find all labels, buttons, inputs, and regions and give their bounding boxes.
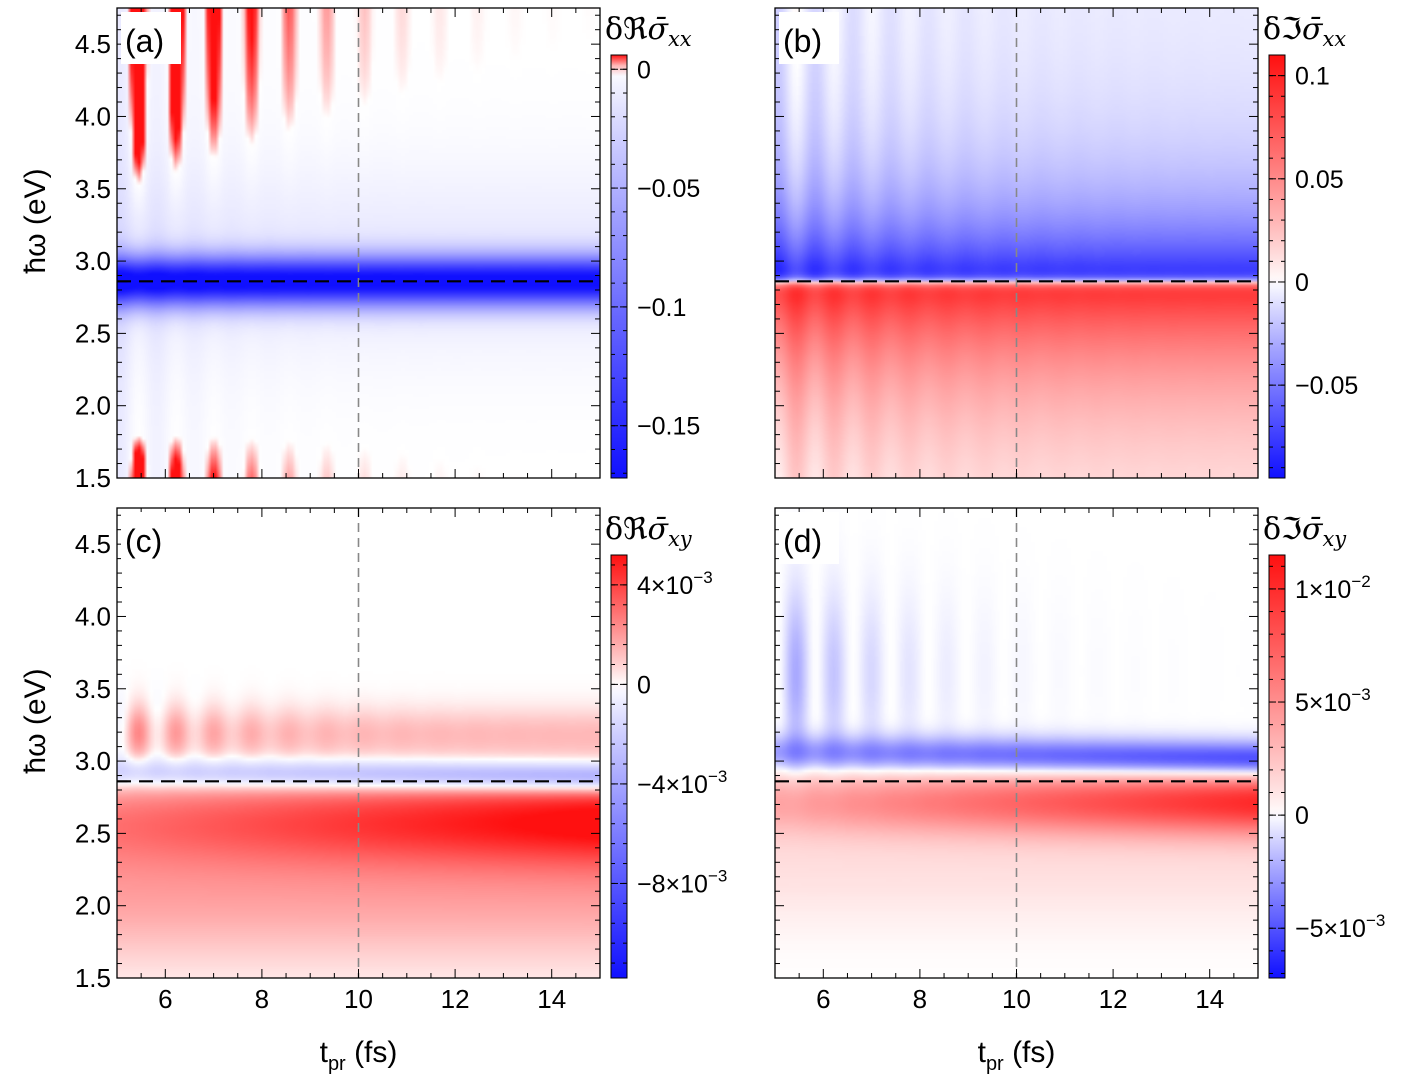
x-tick-label: 14 [537,984,566,1014]
y-axis-label: ħω (eV) [19,668,52,773]
panel-a: 1.5 2.0 2.5 3.0 3.5 4.0 4.5 ħω (eV) (a) 0 −0.05 −0.… [19,7,700,493]
y-tick-label: 3.0 [75,746,111,776]
y-tick-label: 4.0 [75,101,111,131]
y-tick-label: 2.5 [75,318,111,348]
colorbar-tick-label: −0.1 [637,294,686,322]
y-tick-label: 4.5 [75,529,111,559]
panel-label: (c) [125,523,162,559]
x-axis-label: tpr (fs) [978,1036,1056,1075]
y-tick-label: 2.0 [75,891,111,921]
panel-c: 1.5 2.0 2.5 3.0 3.5 4.0 4.5 6 8 10 12 14 ħω (eV) tpr … [19,507,727,1075]
colorbar-tick-label: −8×10−3 [637,866,727,898]
panel-label-background [779,12,839,64]
heatmap-c [117,508,600,978]
x-tick-label: 6 [158,984,172,1014]
y-tick-label: 2.0 [75,391,111,421]
y-tick-label: 2.5 [75,818,111,848]
panel-d: 6 8 10 12 14 tpr (fs) (d) 1×10−2 5×10−3 0 −5×10−3 δ… [774,507,1385,1075]
panel-label-background [779,512,839,564]
colorbar-tick-label: −0.15 [637,413,700,441]
colorbar-tick-label: 0 [1295,802,1309,830]
colorbar-tick-label: 0.05 [1295,166,1344,194]
x-tick-label: 12 [441,984,470,1014]
colorbar-tick-label: 0 [637,56,651,84]
y-tick-label: 1.5 [75,463,111,493]
colorbar-title: δℑσ̄xy [1263,512,1347,551]
y-tick-label: 1.5 [75,963,111,993]
panel-label-background [121,512,181,564]
y-axis-label: ħω (eV) [19,168,52,273]
heatmap-a [117,8,600,478]
heatmap-b [775,8,1258,478]
panel-label-background [121,12,181,64]
x-tick-label: 6 [816,984,830,1014]
y-tick-label: 3.5 [75,674,111,704]
colorbar-tick-label: 1×10−2 [1295,572,1371,604]
y-tick-label: 3.0 [75,246,111,276]
colorbar [1268,554,1286,979]
colorbar-title: δℜσ̄xy [605,512,693,551]
colorbar-tick-label: 4×10−3 [637,568,713,600]
x-tick-label: 10 [344,984,373,1014]
colorbar-tick-label: 0 [637,671,651,699]
y-tick-label: 3.5 [75,174,111,204]
colorbar-tick-label: −0.05 [637,175,700,203]
x-tick-label: 14 [1195,984,1224,1014]
colorbar-tick-label: 5×10−3 [1295,685,1371,717]
y-tick-label: 4.5 [75,29,111,59]
panel-b: (b) 0.1 0.05 0 −0.05 δℑσ̄xx [774,7,1358,479]
colorbar-tick-label: −5×10−3 [1295,911,1385,943]
panel-label: (a) [125,23,164,59]
colorbar-tick-label: 0.1 [1295,63,1330,91]
y-tick-label: 4.0 [75,601,111,631]
x-tick-label: 8 [913,984,927,1014]
colorbar [1268,54,1286,479]
colorbar [610,54,628,479]
colorbar-tick-label: 0 [1295,269,1309,297]
x-tick-label: 10 [1002,984,1031,1014]
panel-label: (d) [783,523,822,559]
heatmap-d [775,508,1258,978]
x-tick-label: 8 [255,984,269,1014]
colorbar [610,554,628,979]
panel-label: (b) [783,23,822,59]
colorbar-title: δℑσ̄xx [1263,12,1346,51]
x-axis-label: tpr (fs) [320,1036,398,1075]
colorbar-tick-label: −4×10−3 [637,767,727,799]
x-tick-label: 12 [1099,984,1128,1014]
colorbar-tick-label: −0.05 [1295,372,1358,400]
colorbar-title: δℜσ̄xx [605,12,692,51]
